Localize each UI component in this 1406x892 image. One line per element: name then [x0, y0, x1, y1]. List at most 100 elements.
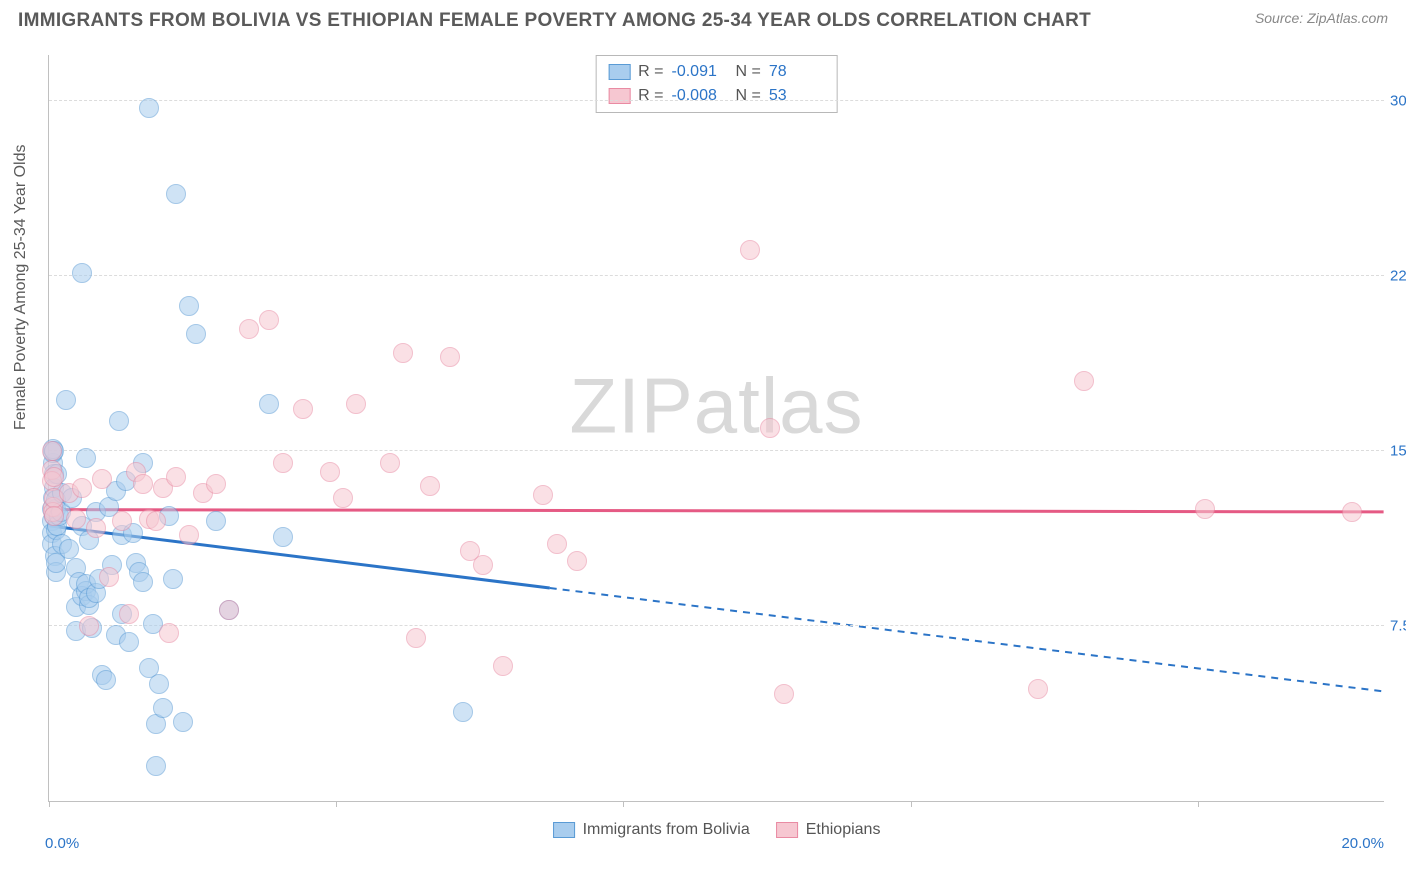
data-point [44, 506, 64, 526]
chart-plot-area: ZIPatlas R =-0.091N =78R =-0.008N =53 Im… [48, 55, 1384, 802]
x-tick [336, 801, 337, 807]
data-point [96, 670, 116, 690]
data-point [380, 453, 400, 473]
data-point [44, 467, 64, 487]
series-legend: Immigrants from Bolivia Ethiopians [553, 821, 881, 839]
legend-label: Ethiopians [806, 821, 881, 839]
correlation-stats-box: R = -0.091 N = 78 R = -0.008 N = 53 [595, 55, 838, 113]
source-label: Source: ZipAtlas.com [1255, 10, 1388, 26]
data-point [320, 462, 340, 482]
data-point [473, 555, 493, 575]
data-point [219, 600, 239, 620]
data-point [440, 347, 460, 367]
data-point [76, 448, 96, 468]
data-point [109, 411, 129, 431]
legend-swatch [553, 822, 575, 838]
stat-value-r: -0.008 [672, 84, 728, 108]
data-point [173, 712, 193, 732]
data-point [146, 756, 166, 776]
data-point [1028, 679, 1048, 699]
data-point [139, 98, 159, 118]
stat-value-r: -0.091 [672, 60, 728, 84]
data-point [163, 569, 183, 589]
data-point [86, 518, 106, 538]
y-tick-label: 7.5% [1390, 617, 1406, 634]
data-point [533, 485, 553, 505]
legend-item: Immigrants from Bolivia [553, 821, 750, 839]
data-point [273, 453, 293, 473]
data-point [547, 534, 567, 554]
stat-value-n: 78 [769, 60, 825, 84]
data-point [239, 319, 259, 339]
y-axis-label: Female Poverty Among 25-34 Year Olds [12, 145, 30, 431]
data-point [79, 616, 99, 636]
data-point [166, 184, 186, 204]
data-point [1195, 499, 1215, 519]
data-point [206, 511, 226, 531]
data-point [149, 674, 169, 694]
chart-title: IMMIGRANTS FROM BOLIVIA VS ETHIOPIAN FEM… [18, 10, 1091, 32]
data-point [72, 478, 92, 498]
data-point [112, 511, 132, 531]
data-point [1342, 502, 1362, 522]
data-point [740, 240, 760, 260]
stat-label-r: R = [638, 60, 663, 84]
stat-label-n: N = [736, 84, 761, 108]
trend-lines-layer [49, 55, 1384, 801]
x-tick-label-right: 20.0% [1341, 835, 1384, 852]
legend-swatch [776, 822, 798, 838]
legend-swatch [608, 88, 630, 104]
data-point [453, 702, 473, 722]
data-point [56, 390, 76, 410]
data-point [186, 324, 206, 344]
stat-value-n: 53 [769, 84, 825, 108]
data-point [153, 698, 173, 718]
data-point [133, 474, 153, 494]
stat-row: R = -0.008 N = 53 [608, 84, 825, 108]
data-point [166, 467, 186, 487]
legend-label: Immigrants from Bolivia [583, 821, 750, 839]
data-point [293, 399, 313, 419]
data-point [119, 604, 139, 624]
data-point [59, 539, 79, 559]
data-point [133, 572, 153, 592]
data-point [146, 511, 166, 531]
data-point [567, 551, 587, 571]
data-point [493, 656, 513, 676]
data-point [420, 476, 440, 496]
legend-item: Ethiopians [776, 821, 881, 839]
data-point [72, 263, 92, 283]
watermark: ZIPatlas [569, 360, 863, 451]
data-point [179, 296, 199, 316]
x-tick [49, 801, 50, 807]
gridline [49, 275, 1384, 276]
y-tick-label: 15.0% [1390, 442, 1406, 459]
data-point [1074, 371, 1094, 391]
legend-swatch [608, 64, 630, 80]
x-tick-label-left: 0.0% [45, 835, 79, 852]
data-point [159, 623, 179, 643]
data-point [333, 488, 353, 508]
data-point [393, 343, 413, 363]
x-tick [623, 801, 624, 807]
x-tick [911, 801, 912, 807]
stat-row: R = -0.091 N = 78 [608, 60, 825, 84]
y-tick-label: 30.0% [1390, 92, 1406, 109]
gridline [49, 450, 1384, 451]
y-tick-label: 22.5% [1390, 267, 1406, 284]
data-point [760, 418, 780, 438]
data-point [99, 567, 119, 587]
data-point [92, 469, 112, 489]
stat-label-n: N = [736, 60, 761, 84]
stat-label-r: R = [638, 84, 663, 108]
data-point [774, 684, 794, 704]
data-point [259, 394, 279, 414]
gridline [49, 625, 1384, 626]
data-point [346, 394, 366, 414]
data-point [206, 474, 226, 494]
data-point [119, 632, 139, 652]
data-point [66, 509, 86, 529]
data-point [273, 527, 293, 547]
gridline [49, 100, 1384, 101]
x-tick [1198, 801, 1199, 807]
